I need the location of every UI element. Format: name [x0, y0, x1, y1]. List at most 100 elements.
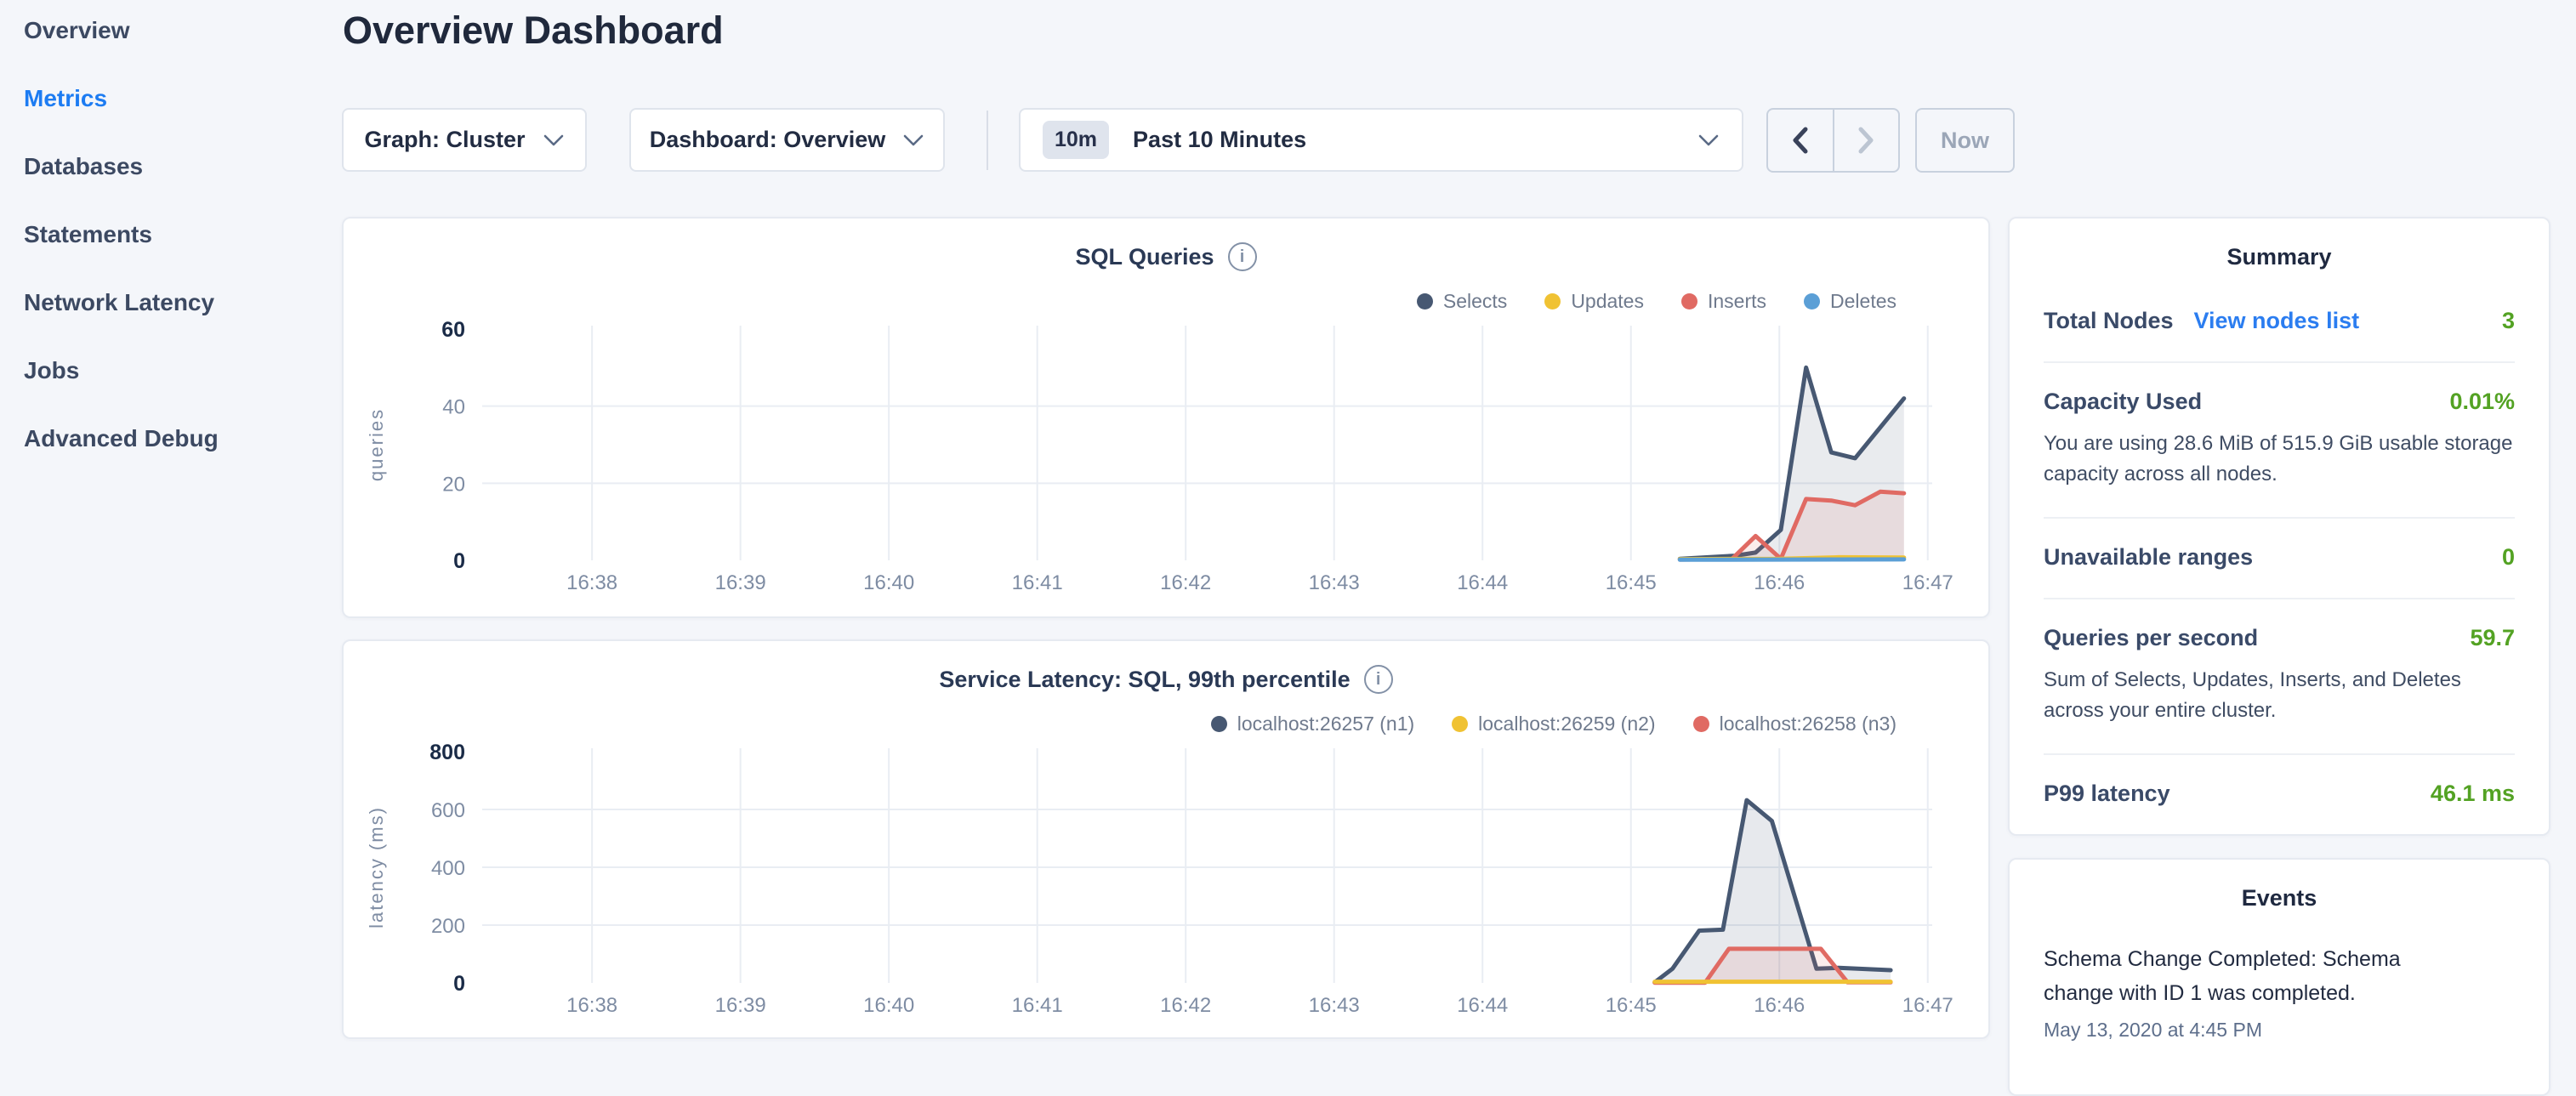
summary-label: Unavailable ranges — [2044, 544, 2253, 571]
svg-text:16:38: 16:38 — [566, 994, 617, 1017]
summary-value: 0.01% — [2449, 389, 2515, 415]
sidebar-item-advanced-debug[interactable]: Advanced Debug — [24, 425, 219, 452]
dashboard-dropdown[interactable]: Dashboard: Overview — [629, 108, 945, 172]
sidebar-item-jobs[interactable]: Jobs — [24, 357, 79, 384]
legend-item-deletes[interactable]: Deletes — [1804, 290, 1896, 313]
legend-item-selects[interactable]: Selects — [1417, 290, 1507, 313]
legend-dot-icon — [1693, 716, 1709, 732]
svg-text:queries: queries — [366, 408, 387, 481]
service-latency-chart-card: Service Latency: SQL, 99th percentile i lo… — [342, 639, 1990, 1039]
event-item: Schema Change Completed: Schema change w… — [2010, 911, 2549, 1042]
svg-text:16:42: 16:42 — [1160, 994, 1211, 1017]
svg-text:16:46: 16:46 — [1754, 994, 1805, 1017]
overview-dashboard-page: { "sidebar": { "items": [ { "label": "Ov… — [0, 0, 2576, 1051]
svg-text:0: 0 — [453, 972, 465, 996]
svg-text:16:41: 16:41 — [1012, 994, 1063, 1017]
legend-label: localhost:26259 (n2) — [1478, 713, 1655, 735]
chevron-down-icon — [543, 133, 565, 147]
view-nodes-list-link[interactable]: View nodes list — [2194, 308, 2360, 334]
chart-legend: localhost:26257 (n1) localhost:26259 (n2)… — [1211, 713, 1896, 735]
chevron-down-icon — [902, 133, 924, 147]
legend-item-localhost-26258-n3-[interactable]: localhost:26258 (n3) — [1693, 713, 1896, 735]
legend-label: Updates — [1571, 290, 1644, 313]
time-range-picker[interactable]: 10m Past 10 Minutes — [1019, 108, 1743, 172]
legend-dot-icon — [1804, 293, 1820, 309]
summary-row-capacity-used: Capacity Used 0.01% You are using 28.6 MiB… — [2044, 363, 2515, 519]
svg-text:40: 40 — [442, 396, 465, 419]
sidebar-item-network-latency[interactable]: Network Latency — [24, 289, 214, 316]
events-title: Events — [2010, 860, 2549, 911]
summary-value: 59.7 — [2470, 625, 2515, 651]
time-range-badge: 10m — [1043, 121, 1109, 159]
svg-text:16:41: 16:41 — [1012, 571, 1063, 594]
time-window-nav — [1766, 108, 1900, 173]
legend-label: Deletes — [1830, 290, 1896, 313]
svg-text:16:46: 16:46 — [1754, 571, 1805, 594]
summary-row-total-nodes: Total Nodes View nodes list 3 — [2044, 282, 2515, 363]
dashboard-label: Dashboard: Overview — [650, 127, 886, 153]
chart-plot-area[interactable]: 0204060queries16:3816:3916:4016:4116:421… — [344, 319, 1988, 616]
legend-dot-icon — [1417, 293, 1433, 309]
chart-legend: Selects Updates Inserts Deletes — [1417, 290, 1896, 313]
legend-item-localhost-26259-n2-[interactable]: localhost:26259 (n2) — [1452, 713, 1655, 735]
chevron-down-icon — [1697, 133, 1720, 147]
legend-item-inserts[interactable]: Inserts — [1681, 290, 1766, 313]
sidebar-item-databases[interactable]: Databases — [24, 153, 143, 180]
time-range-label: Past 10 Minutes — [1133, 127, 1306, 153]
legend-label: Selects — [1443, 290, 1507, 313]
summary-label: Queries per second — [2044, 625, 2258, 651]
svg-text:60: 60 — [441, 319, 465, 342]
chart-plot-area[interactable]: 0200400600800latency (ms)16:3816:3916:40… — [344, 741, 1988, 1039]
summary-label: P99 latency — [2044, 781, 2170, 807]
summary-value: 3 — [2502, 308, 2515, 334]
page-title: Overview Dashboard — [343, 9, 724, 53]
summary-value: 46.1 ms — [2431, 781, 2515, 807]
svg-text:16:43: 16:43 — [1309, 994, 1360, 1017]
legend-label: Inserts — [1708, 290, 1766, 313]
chart-title: Service Latency: SQL, 99th percentile — [939, 667, 1350, 693]
sidebar-item-overview[interactable]: Overview — [24, 17, 130, 44]
summary-row-queries-per-second: Queries per second 59.7 Sum of Selects, Up… — [2044, 599, 2515, 755]
svg-text:16:39: 16:39 — [715, 571, 766, 594]
svg-text:16:43: 16:43 — [1309, 571, 1360, 594]
svg-text:20: 20 — [442, 473, 465, 496]
svg-text:600: 600 — [431, 799, 465, 822]
summary-label: Total Nodes — [2044, 308, 2174, 334]
legend-label: localhost:26258 (n3) — [1720, 713, 1896, 735]
legend-label: localhost:26257 (n1) — [1237, 713, 1414, 735]
controls-divider — [987, 111, 988, 170]
graph-scope-label: Graph: Cluster — [364, 127, 525, 153]
graph-scope-dropdown[interactable]: Graph: Cluster — [342, 108, 587, 172]
event-text: Schema Change Completed: Schema change w… — [2044, 942, 2452, 1010]
svg-text:16:45: 16:45 — [1606, 994, 1657, 1017]
sidebar-item-metrics[interactable]: Metrics — [24, 85, 107, 112]
legend-dot-icon — [1211, 716, 1227, 732]
info-icon[interactable]: i — [1364, 665, 1393, 694]
svg-text:0: 0 — [453, 549, 465, 573]
svg-text:16:45: 16:45 — [1606, 571, 1657, 594]
summary-panel: Summary Total NodesView nodes list3Capac… — [2008, 217, 2550, 836]
svg-text:800: 800 — [429, 741, 465, 764]
summary-value: 0 — [2502, 544, 2515, 571]
summary-label: Capacity Used — [2044, 389, 2202, 415]
events-panel: Events Schema Change Completed: Schema c… — [2008, 858, 2550, 1096]
svg-text:16:47: 16:47 — [1902, 571, 1953, 594]
time-back-button[interactable] — [1768, 110, 1834, 171]
summary-row-p99-latency: P99 latency 46.1 ms — [2044, 755, 2515, 834]
svg-text:16:40: 16:40 — [863, 994, 914, 1017]
now-button[interactable]: Now — [1915, 108, 2015, 173]
svg-text:16:47: 16:47 — [1902, 994, 1953, 1017]
summary-note: Sum of Selects, Updates, Inserts, and De… — [2044, 665, 2515, 726]
legend-dot-icon — [1452, 716, 1468, 732]
summary-note: You are using 28.6 MiB of 515.9 GiB usab… — [2044, 429, 2515, 490]
svg-text:16:38: 16:38 — [566, 571, 617, 594]
legend-dot-icon — [1544, 293, 1561, 309]
time-forward-button[interactable] — [1834, 110, 1899, 171]
info-icon[interactable]: i — [1228, 242, 1257, 271]
legend-dot-icon — [1681, 293, 1697, 309]
legend-item-localhost-26257-n1-[interactable]: localhost:26257 (n1) — [1211, 713, 1414, 735]
legend-item-updates[interactable]: Updates — [1544, 290, 1644, 313]
chevron-left-icon — [1791, 126, 1810, 155]
event-timestamp: May 13, 2020 at 4:45 PM — [2044, 1019, 2515, 1042]
sidebar-item-statements[interactable]: Statements — [24, 221, 152, 248]
